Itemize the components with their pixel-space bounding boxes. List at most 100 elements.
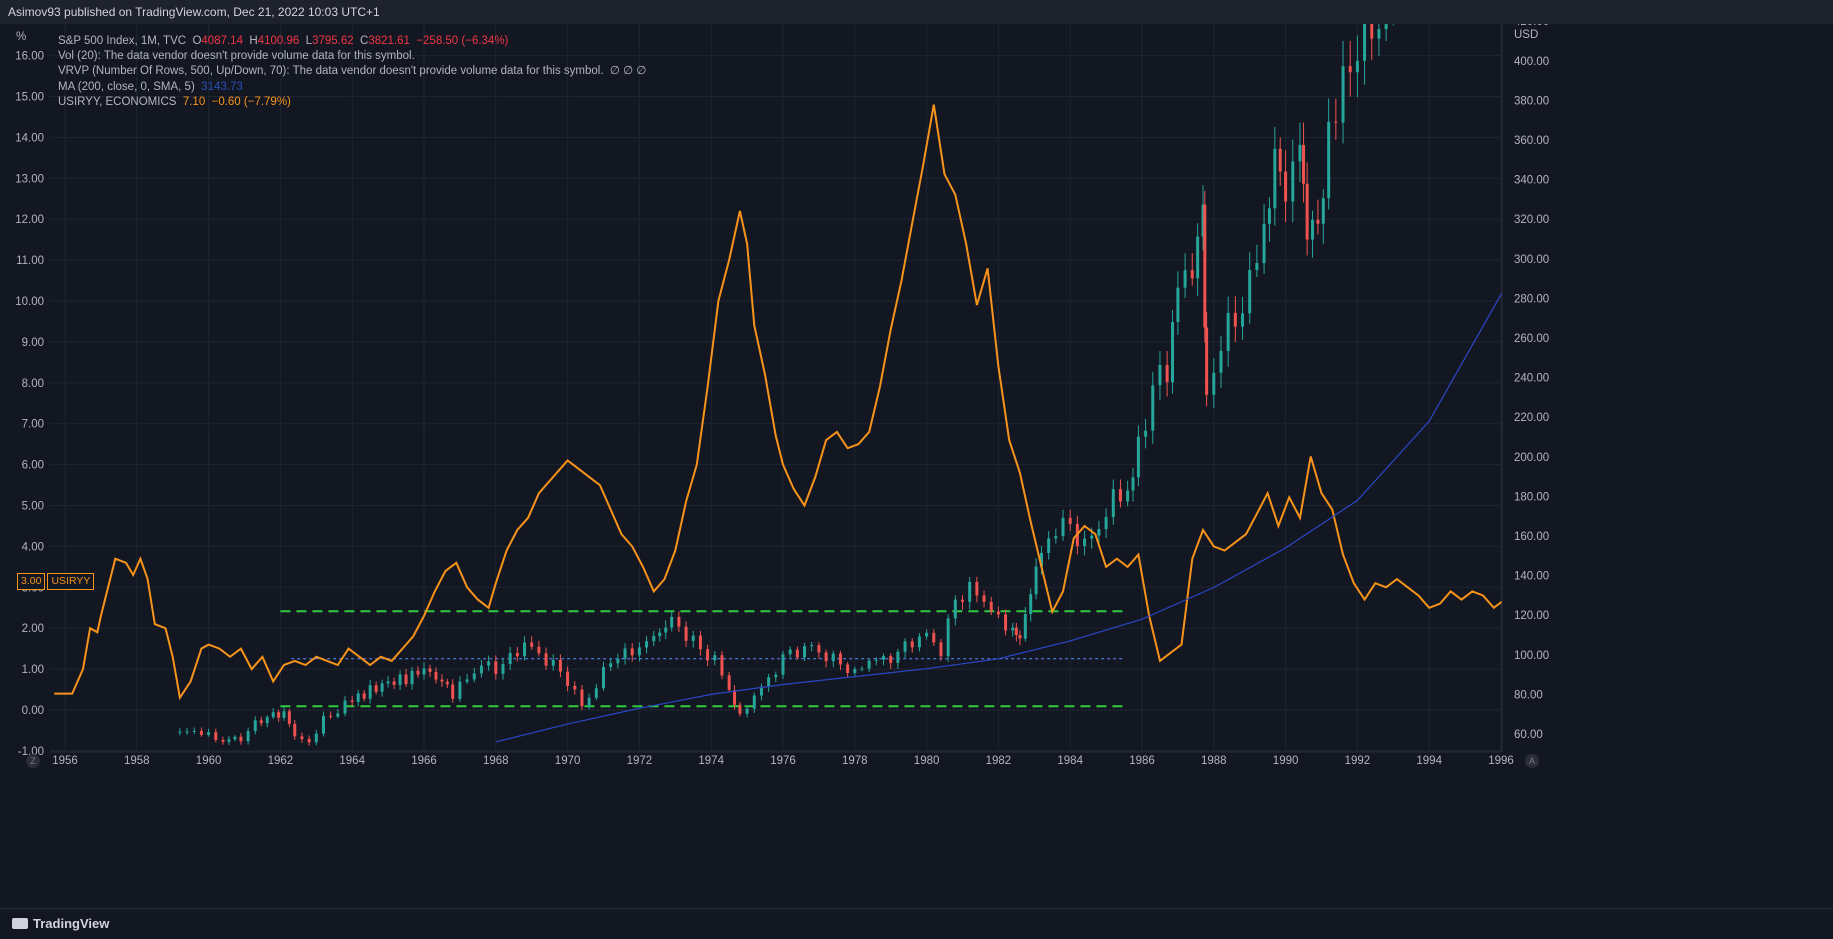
candle-body xyxy=(227,739,231,742)
candle-body xyxy=(1262,223,1266,264)
candle-body xyxy=(759,686,763,696)
candle-body xyxy=(487,661,491,666)
tradingview-logo[interactable]: TradingView xyxy=(12,916,109,931)
candle-body xyxy=(846,664,850,674)
legend-usiryy: USIRYY, ECONOMICS xyxy=(58,95,177,108)
candle-body xyxy=(874,659,878,661)
candle-body xyxy=(544,653,548,666)
right-axis-tick-label: 240.00 xyxy=(1514,373,1549,385)
legend-vrvp-row[interactable]: VRVP (Number Of Rows, 500, Up/Down, 70):… xyxy=(58,64,646,79)
candle-body xyxy=(684,626,688,641)
candle-body xyxy=(713,655,717,661)
candle-body xyxy=(810,645,814,647)
legend-symbol[interactable]: S&P 500 Index, 1M, TVC xyxy=(58,35,187,47)
candle-body xyxy=(1131,477,1135,491)
x-axis-tick-label: 1990 xyxy=(1273,755,1299,767)
candle-body xyxy=(910,641,914,648)
candle-body xyxy=(300,736,304,740)
candle-body xyxy=(658,632,662,637)
x-axis-tick-label: 1994 xyxy=(1416,755,1442,767)
publish-header: Asimov93 published on TradingView.com, D… xyxy=(0,0,1833,24)
right-axis-tick-label: 400.00 xyxy=(1514,56,1549,68)
legend-vol-row[interactable]: Vol (20): The data vendor doesn't provid… xyxy=(58,49,646,64)
zoom-button[interactable]: Z xyxy=(26,754,40,768)
candle-body xyxy=(445,681,449,685)
candle-body xyxy=(1248,270,1252,314)
candle-body xyxy=(271,712,275,718)
candle-body xyxy=(1029,594,1033,614)
right-axis-tick-label: 340.00 xyxy=(1514,175,1549,187)
candle-body xyxy=(645,641,649,648)
legend-ma-row[interactable]: MA (200, close, 0, SMA, 5) 3143.73 xyxy=(58,80,646,95)
left-axis-tick-label: 9.00 xyxy=(22,337,44,349)
candle-body xyxy=(738,704,742,714)
candle-body xyxy=(616,658,620,664)
candle-body xyxy=(1267,208,1271,224)
candle-body xyxy=(1034,566,1038,595)
candle-body xyxy=(788,649,792,655)
candle-body xyxy=(434,671,438,680)
candle-body xyxy=(530,642,534,647)
legend-close: 3821.61 xyxy=(368,35,410,47)
candle-body xyxy=(1018,634,1022,639)
candle-body xyxy=(336,713,340,717)
left-axis-tick-label: 8.00 xyxy=(22,378,44,390)
legend-vol: Vol (20): The data vendor doesn't provid… xyxy=(58,50,415,63)
candle-body xyxy=(501,664,505,674)
candle-body xyxy=(932,632,936,643)
candle-body xyxy=(630,648,634,656)
left-axis-unit: % xyxy=(16,31,26,43)
legend-high-label: H xyxy=(249,35,258,47)
candle-body xyxy=(386,681,390,684)
candle-body xyxy=(233,736,237,740)
candle-body xyxy=(558,659,562,672)
moving-average-line xyxy=(495,291,1502,743)
usiryy-tag-value: 3.00 xyxy=(17,573,46,590)
legend-low-label: L xyxy=(305,35,313,47)
candle-body xyxy=(451,684,455,699)
right-axis-tick-label: 360.00 xyxy=(1514,135,1549,147)
x-axis-tick-label: 1972 xyxy=(627,755,653,767)
candle-body xyxy=(1205,327,1209,395)
candle-body xyxy=(380,683,384,692)
legend-usiryy-change: −0.60 (−7.79%) xyxy=(211,95,291,108)
candle-body xyxy=(677,616,681,627)
candle-body xyxy=(356,693,360,703)
x-axis-tick-label: 1964 xyxy=(339,755,365,767)
candle-body xyxy=(207,732,211,735)
candle-body xyxy=(1327,121,1331,199)
left-axis-tick-label: 1.00 xyxy=(22,664,44,676)
candle-body xyxy=(1255,263,1259,271)
auto-scale-button[interactable]: A xyxy=(1525,754,1539,768)
right-axis-tick-label: 220.00 xyxy=(1514,412,1549,424)
candle-body xyxy=(939,642,943,657)
usiryy-inflation-line xyxy=(54,104,1502,701)
candle-body xyxy=(410,670,414,685)
candle-body xyxy=(745,708,749,714)
legend-vrvp-values: ∅ ∅ ∅ xyxy=(609,65,647,78)
price-chart[interactable]: % 16.00 15.00 14.00 13.00 12.00 11.00 10.00 9.00… xyxy=(0,24,1833,908)
axis-labels: % 16.00 15.00 14.00 13.00 12.00 11.00 10.00 9.00… xyxy=(15,24,1549,767)
candle-body xyxy=(1047,538,1051,553)
candle-body xyxy=(1377,29,1381,39)
left-axis-tick-label: 2.00 xyxy=(22,623,44,635)
candle-body xyxy=(573,685,577,690)
candle-body xyxy=(465,679,469,682)
legend-usiryy-row[interactable]: USIRYY, ECONOMICS 7.10 −0.60 (−7.79%) xyxy=(58,95,646,110)
legend-usiryy-value: 7.10 xyxy=(182,95,206,108)
candle-body xyxy=(727,675,731,691)
right-axis-tick-label: 180.00 xyxy=(1514,491,1549,503)
candle-body xyxy=(889,655,893,663)
x-axis-tick-label: 1980 xyxy=(914,755,940,767)
x-axis-tick-label: 1986 xyxy=(1129,755,1155,767)
candle-body xyxy=(1171,322,1175,383)
candle-body xyxy=(277,712,281,718)
candle-body xyxy=(523,642,527,657)
candle-body xyxy=(795,649,799,658)
candle-body xyxy=(416,670,420,675)
candle-body xyxy=(1111,489,1115,518)
right-axis-tick-label: 100.00 xyxy=(1514,650,1549,662)
candle-body xyxy=(199,730,203,735)
candle-body xyxy=(1118,489,1122,502)
candle-body xyxy=(1348,66,1352,73)
